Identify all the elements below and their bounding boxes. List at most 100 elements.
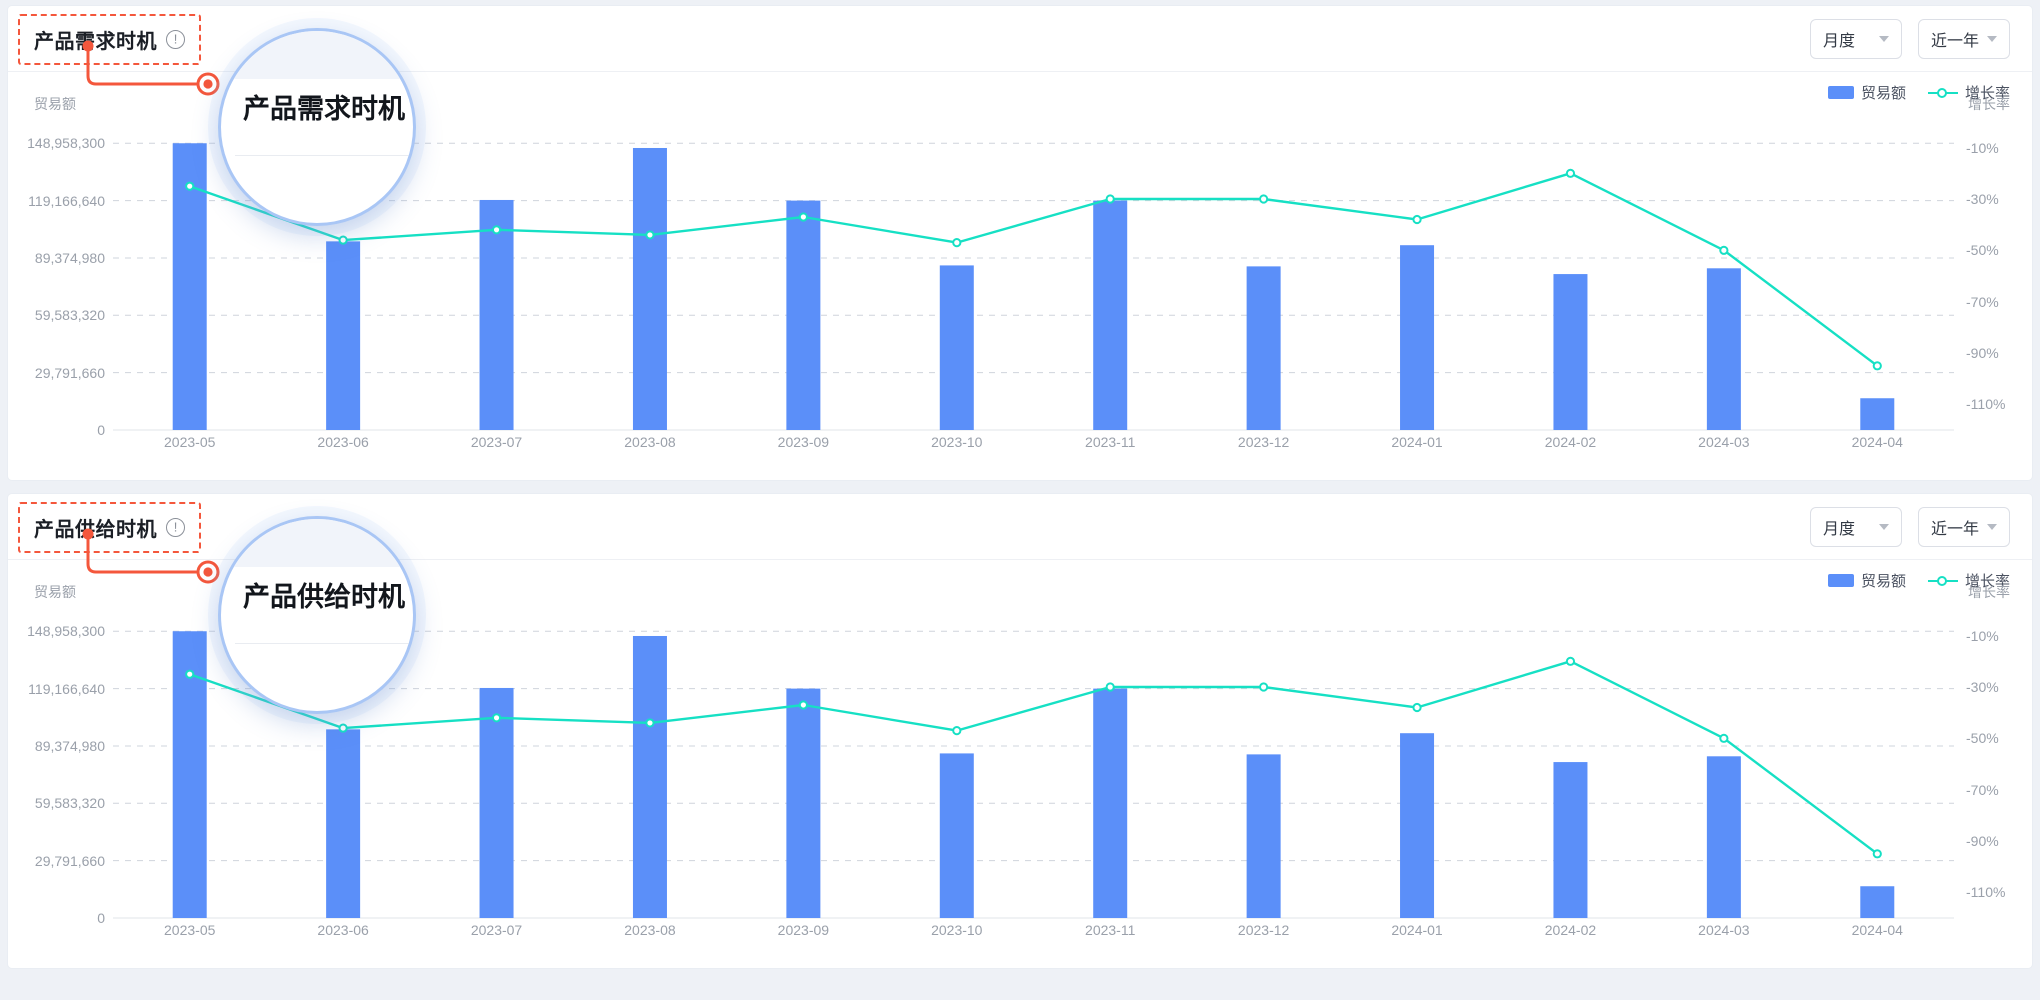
y-tick-label: 0 [97, 422, 105, 438]
x-tick-label: 2024-04 [1851, 434, 1903, 450]
line-swatch-icon [1927, 86, 1958, 99]
chevron-down-icon [1879, 36, 1889, 42]
card-product-demand-timing: 产品需求时机 ! 月度 近一年 贸易额 增长率 [8, 6, 2032, 480]
time-range-select-demand[interactable]: 近一年 [1918, 19, 2010, 59]
info-icon-demand[interactable]: ! [166, 30, 185, 49]
x-tick-label: 2023-07 [470, 922, 523, 938]
granularity-value-demand: 月度 [1823, 33, 1856, 50]
legend-item-trade-volume-supply[interactable]: 贸易额 [1827, 570, 1906, 591]
y2-axis-labels-demand: -110% -90% -70% -50% -30% -10% [1954, 72, 2032, 476]
x-tick-label: 2023-10 [931, 922, 983, 938]
y-tick-label: 0 [97, 910, 105, 926]
x-axis-labels-demand: 2023-05 2023-06 2023-07 2023-08 2023-09 2023-… [8, 434, 2032, 454]
magnifier-title-supply: 产品供给时机 ! [243, 575, 413, 614]
line-swatch-icon [1927, 574, 1958, 587]
y-tick-label: 119,166,640 [28, 192, 105, 209]
x-tick-label: 2023-05 [164, 434, 216, 450]
x-tick-label: 2023-06 [317, 434, 369, 450]
y-axis-title-supply: 贸易额 [34, 584, 76, 600]
y2-axis-labels-supply: -110% -90% -70% -50% -30% -10% [1954, 560, 2032, 964]
x-axis-labels-supply: 2023-05 2023-06 2023-07 2023-08 2023-09 2023-… [8, 922, 2032, 942]
magnifier-rule [235, 155, 413, 156]
y-axis-title-demand: 贸易额 [34, 96, 76, 112]
y2-axis-title-demand: 增长率 [1968, 96, 2010, 112]
time-range-select-supply[interactable]: 近一年 [1918, 507, 2010, 547]
y2-tick-label: -30% [1966, 191, 1999, 207]
chevron-down-icon [1987, 36, 1997, 42]
x-tick-label: 2024-03 [1698, 922, 1750, 938]
magnifier-callout-demand: 产品需求时机 ! [218, 28, 416, 226]
x-tick-label: 2023-06 [317, 922, 369, 938]
chart-plot-supply: 贸易额 增长率 0 29,791,660 59,583,320 89,374,980 1… [8, 560, 2032, 964]
y-tick-label: 59,583,320 [34, 307, 105, 324]
y2-tick-label: -50% [1966, 730, 1999, 747]
x-tick-label: 2024-01 [1391, 922, 1443, 938]
y2-tick-label: -30% [1966, 679, 1999, 695]
x-tick-label: 2023-09 [777, 922, 830, 938]
time-range-value-supply: 近一年 [1931, 521, 1980, 538]
page-title-supply: 产品供给时机 [34, 519, 157, 541]
time-range-value-demand: 近一年 [1931, 33, 1980, 50]
y-tick-label: 148,958,300 [27, 135, 105, 152]
x-tick-label: 2023-12 [1237, 922, 1290, 938]
card-header-supply: 产品供给时机 ! 月度 近一年 [8, 494, 2032, 560]
page-title-demand: 产品需求时机 [34, 31, 157, 53]
chart-legend-demand: 贸易额 增长率 [1827, 82, 2010, 103]
title-annotation-box-supply: 产品供给时机 ! [18, 502, 201, 553]
bar-swatch-icon [1827, 574, 1854, 587]
legend-label-growth-rate: 增长率 [1964, 85, 2010, 102]
y2-tick-label: -70% [1966, 293, 1999, 310]
info-icon-supply[interactable]: ! [166, 518, 185, 537]
title-annotation-box-demand: 产品需求时机 ! [18, 14, 201, 65]
legend-label-trade-volume: 贸易额 [1860, 573, 1906, 590]
y2-tick-label: -10% [1966, 627, 1999, 644]
magnifier-title-demand: 产品需求时机 ! [243, 87, 413, 126]
x-tick-label: 2024-02 [1544, 434, 1597, 450]
x-tick-label: 2023-09 [777, 434, 830, 450]
x-tick-label: 2023-11 [1085, 922, 1136, 938]
y2-tick-label: -10% [1966, 139, 1999, 156]
y2-axis-title-supply: 增长率 [1968, 584, 2010, 600]
y-tick-label: 119,166,640 [28, 680, 105, 697]
card-product-supply-timing: 产品供给时机 ! 月度 近一年 贸易额 增长率 [8, 494, 2032, 968]
y-axis-labels-demand: 0 29,791,660 59,583,320 89,374,980 119,166,6… [8, 72, 113, 476]
legend-item-trade-volume-demand[interactable]: 贸易额 [1827, 82, 1906, 103]
y2-tick-label: -70% [1966, 781, 1999, 798]
bar-swatch-icon [1827, 86, 1854, 99]
x-tick-label: 2023-08 [624, 434, 676, 450]
chart-svg-demand [113, 142, 1954, 431]
x-tick-label: 2024-03 [1698, 434, 1750, 450]
x-tick-label: 2023-05 [164, 922, 216, 938]
y-tick-label: 148,958,300 [27, 623, 105, 640]
x-tick-label: 2024-02 [1544, 922, 1597, 938]
x-tick-label: 2023-08 [624, 922, 676, 938]
x-tick-label: 2023-07 [470, 434, 523, 450]
y-tick-label: 29,791,660 [34, 852, 105, 869]
legend-item-growth-rate-demand[interactable]: 增长率 [1927, 82, 2010, 103]
legend-item-growth-rate-supply[interactable]: 增长率 [1927, 570, 2010, 591]
y-tick-label: 59,583,320 [34, 795, 105, 812]
granularity-value-supply: 月度 [1823, 521, 1856, 538]
y2-tick-label: -50% [1966, 242, 1999, 259]
chart-legend-supply: 贸易额 增长率 [1827, 570, 2010, 591]
header-controls-demand: 月度 近一年 [1810, 19, 2010, 59]
x-tick-label: 2023-12 [1237, 434, 1290, 450]
y-axis-labels-supply: 0 29,791,660 59,583,320 89,374,980 119,166,6… [8, 560, 113, 964]
magnifier-callout-supply: 产品供给时机 ! [218, 516, 416, 714]
x-tick-label: 2023-10 [931, 434, 983, 450]
legend-label-growth-rate: 增长率 [1964, 573, 2010, 590]
magnifier-strip [221, 31, 413, 79]
y-tick-label: 89,374,980 [34, 737, 105, 754]
chart-plot-demand: 贸易额 增长率 0 29,791,660 59,583,320 89,374,980 1… [8, 72, 2032, 476]
x-tick-label: 2024-01 [1391, 434, 1443, 450]
y-tick-label: 29,791,660 [34, 364, 105, 381]
magnifier-rule [235, 643, 413, 644]
x-tick-label: 2024-04 [1851, 922, 1903, 938]
y2-tick-label: -110% [1966, 396, 2006, 413]
granularity-select-supply[interactable]: 月度 [1810, 507, 1902, 547]
chevron-down-icon [1879, 524, 1889, 530]
x-tick-label: 2023-11 [1085, 434, 1136, 450]
y2-tick-label: -90% [1966, 833, 1999, 849]
granularity-select-demand[interactable]: 月度 [1810, 19, 1902, 59]
